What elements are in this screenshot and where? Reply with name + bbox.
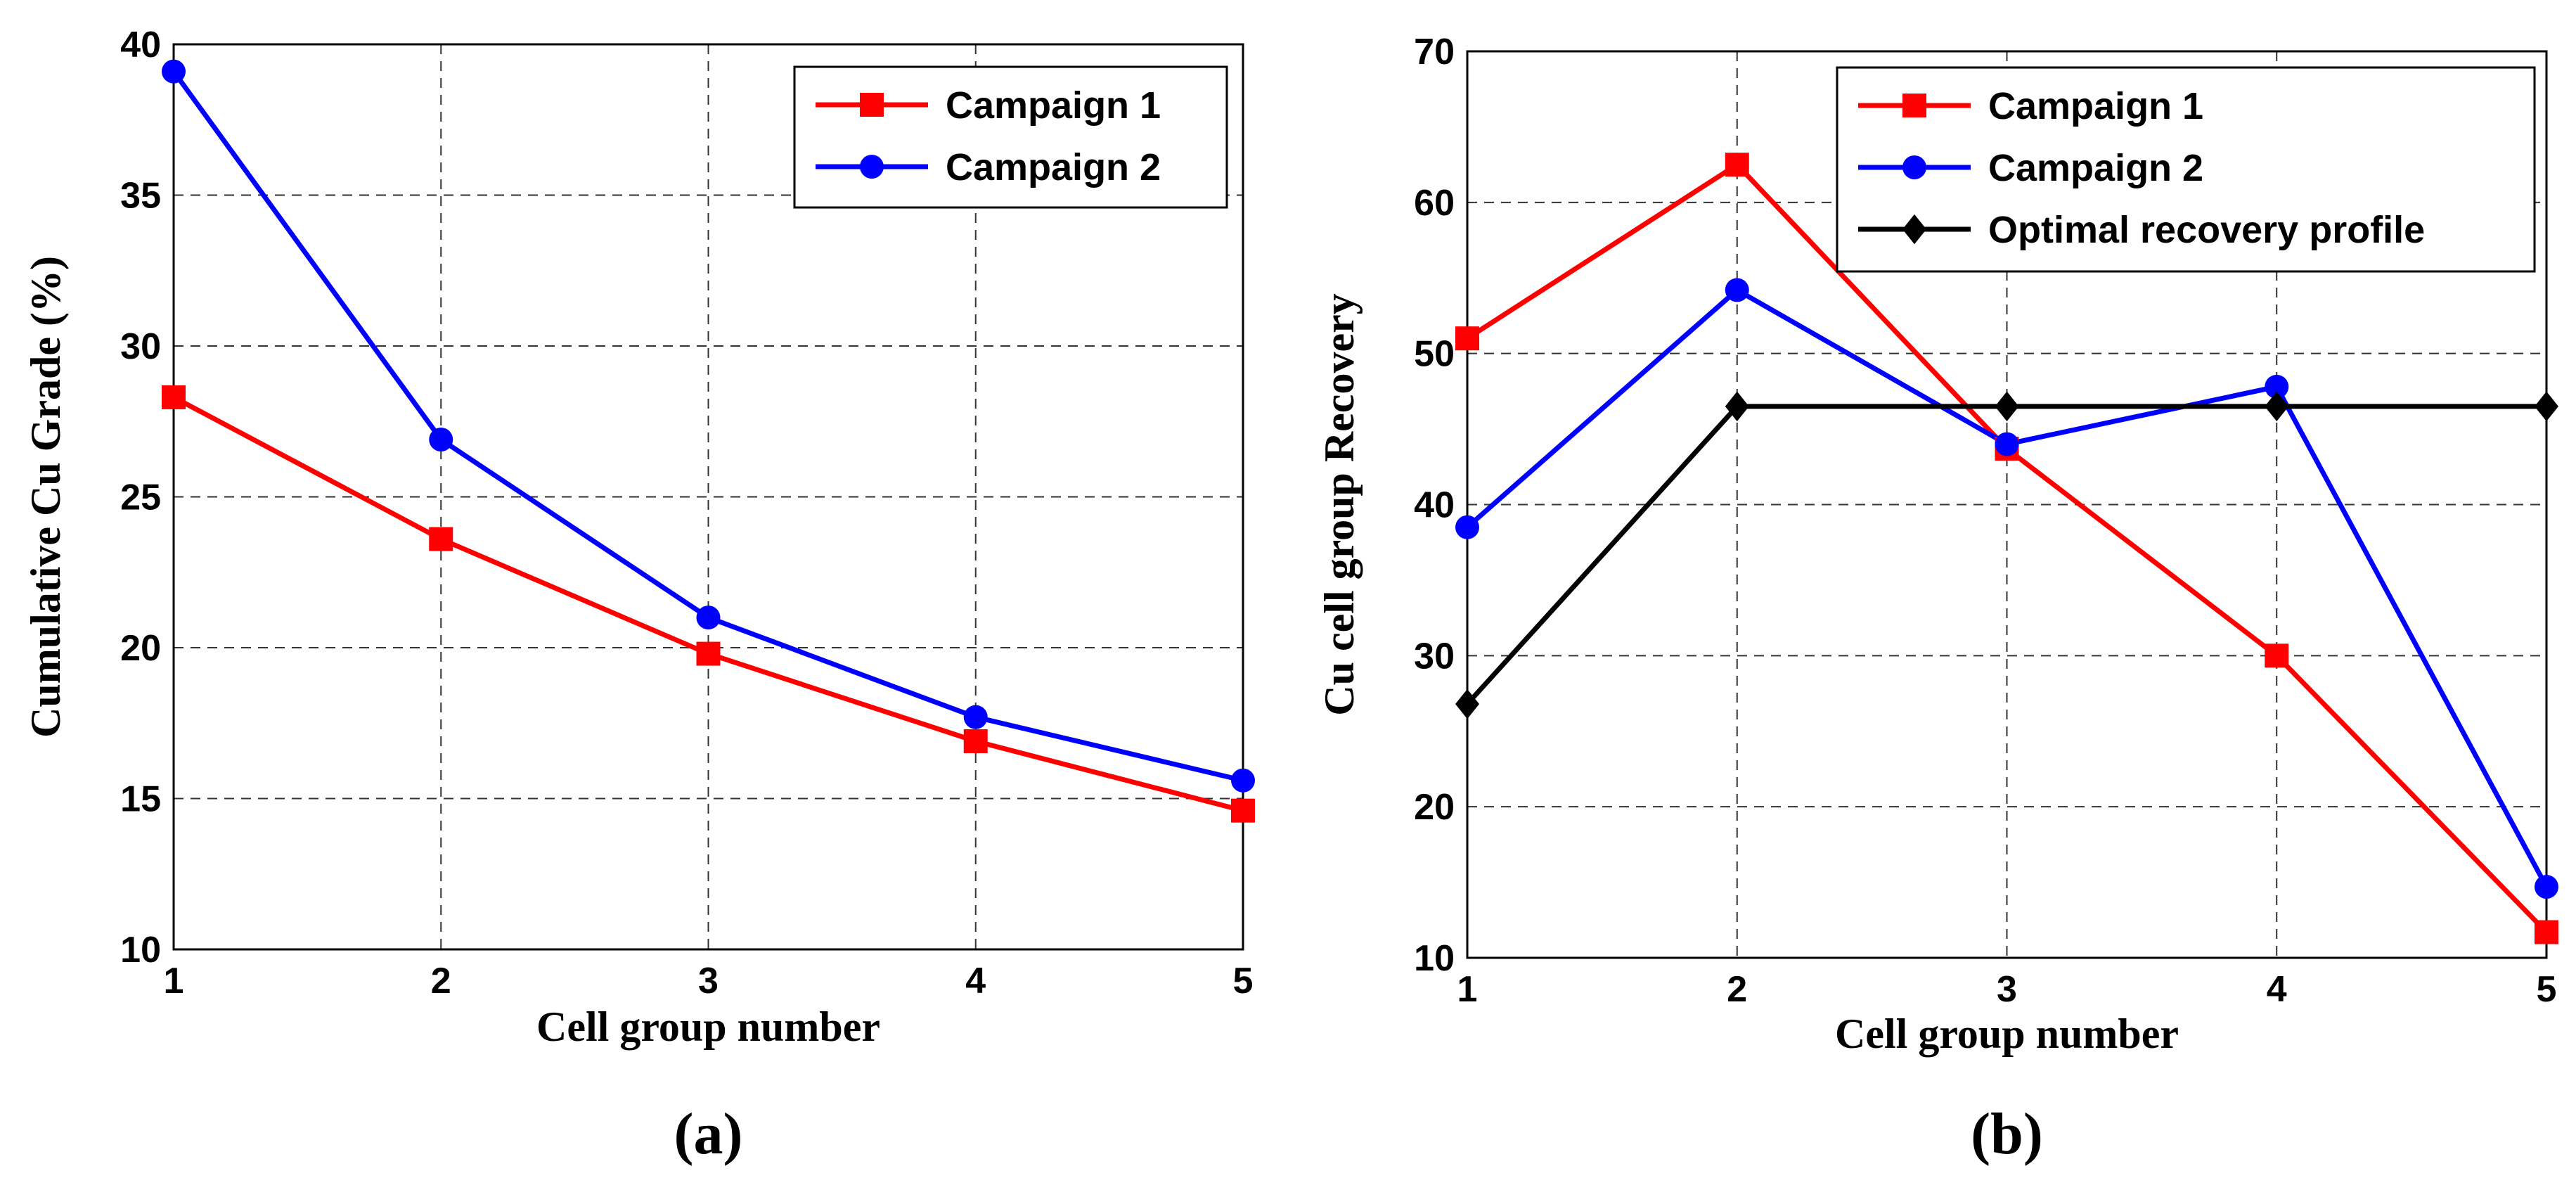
data-point	[2265, 391, 2289, 422]
data-point	[429, 427, 453, 451]
legend-b: Campaign 1 Campaign 2 Optimal recovery pro…	[1836, 66, 2536, 273]
legend-marker	[860, 155, 884, 179]
legend-marker	[1902, 214, 1926, 245]
x-axis-label-b: Cell group number	[1835, 1011, 2179, 1057]
data-point	[2535, 875, 2558, 899]
y-tick-label: 35	[120, 176, 161, 217]
panel-label-a: (a)	[674, 1101, 743, 1167]
data-point	[162, 385, 186, 409]
data-point	[1995, 391, 2019, 422]
data-point	[2535, 920, 2558, 944]
y-tick-label: 50	[1414, 334, 1455, 375]
y-tick-label: 30	[1414, 636, 1455, 677]
data-point	[1455, 326, 1479, 351]
legend-marker	[1902, 155, 1926, 179]
y-tick-label: 60	[1414, 183, 1455, 224]
y-tick-label: 10	[1414, 938, 1455, 979]
data-point	[1725, 153, 1749, 177]
data-point	[963, 705, 988, 729]
data-point	[1725, 278, 1749, 302]
x-tick-label: 2	[431, 961, 451, 1001]
data-point	[696, 641, 721, 666]
data-point	[1725, 391, 1749, 422]
legend-marker	[1902, 94, 1926, 117]
data-point	[1231, 798, 1255, 823]
plot-area-b	[1466, 50, 2548, 959]
data-point	[2265, 643, 2289, 668]
data-point	[1455, 688, 1479, 719]
legend-label: Campaign 2	[946, 146, 1161, 188]
ticks-b: 1 2 3 4 5 10 20 30 40 50 60 70	[1414, 32, 2556, 1010]
plot-area-a	[172, 43, 1244, 951]
x-axis-label-a: Cell group number	[536, 1004, 880, 1050]
data-point	[162, 59, 186, 84]
series-a	[162, 59, 1255, 823]
y-tick-label: 40	[1414, 485, 1455, 526]
y-tick-label: 30	[120, 326, 161, 367]
data-point	[1231, 768, 1255, 793]
y-tick-label: 25	[120, 478, 161, 518]
x-tick-label: 4	[965, 961, 986, 1001]
y-tick-label: 20	[120, 628, 161, 669]
data-point	[429, 527, 453, 551]
legend-label: Campaign 2	[1988, 147, 2203, 189]
x-tick-label: 1	[164, 961, 184, 1001]
data-point	[963, 729, 988, 753]
y-tick-label: 15	[120, 779, 161, 820]
chart-a: 1 2 3 4 5 10 15 20 25 30 35 40 Campaign 1 Campaign 2…	[22, 25, 1255, 1167]
x-tick-label: 2	[1727, 969, 1747, 1010]
legend-box	[793, 65, 1228, 209]
ticks-a: 1 2 3 4 5 10 15 20 25 30 35 40	[120, 25, 1253, 1001]
y-tick-label: 20	[1414, 787, 1455, 828]
y-axis-label-a: Cumulative Cu Grade (%)	[22, 256, 69, 738]
legend-a: Campaign 1 Campaign 2	[793, 65, 1228, 209]
y-tick-label: 40	[120, 25, 161, 65]
series-b	[1455, 153, 2558, 944]
legend-label: Campaign 1	[1988, 85, 2203, 127]
x-tick-label: 3	[1997, 969, 2017, 1010]
y-axis-label-b: Cu cell group Recovery	[1316, 293, 1363, 715]
data-point	[1995, 432, 2019, 456]
data-point	[2265, 374, 2289, 399]
y-tick-label: 10	[120, 930, 161, 970]
data-point	[1455, 515, 1479, 539]
data-point	[2535, 391, 2558, 422]
legend-label: Campaign 1	[946, 84, 1161, 127]
x-tick-label: 5	[2537, 969, 2557, 1010]
panel-label-b: (b)	[1971, 1101, 2043, 1167]
y-tick-label: 70	[1414, 32, 1455, 72]
x-tick-label: 3	[698, 961, 719, 1001]
x-tick-label: 5	[1233, 961, 1254, 1001]
legend-marker	[860, 93, 884, 117]
x-tick-label: 4	[2267, 969, 2287, 1010]
grid-a	[174, 44, 1243, 949]
data-point	[696, 605, 721, 630]
legend-label: Optimal recovery profile	[1988, 209, 2425, 251]
x-tick-label: 1	[1457, 969, 1478, 1010]
chart-b: 1 2 3 4 5 10 20 30 40 50 60 70 Campaign 1 Campaign 2…	[1316, 32, 2558, 1167]
